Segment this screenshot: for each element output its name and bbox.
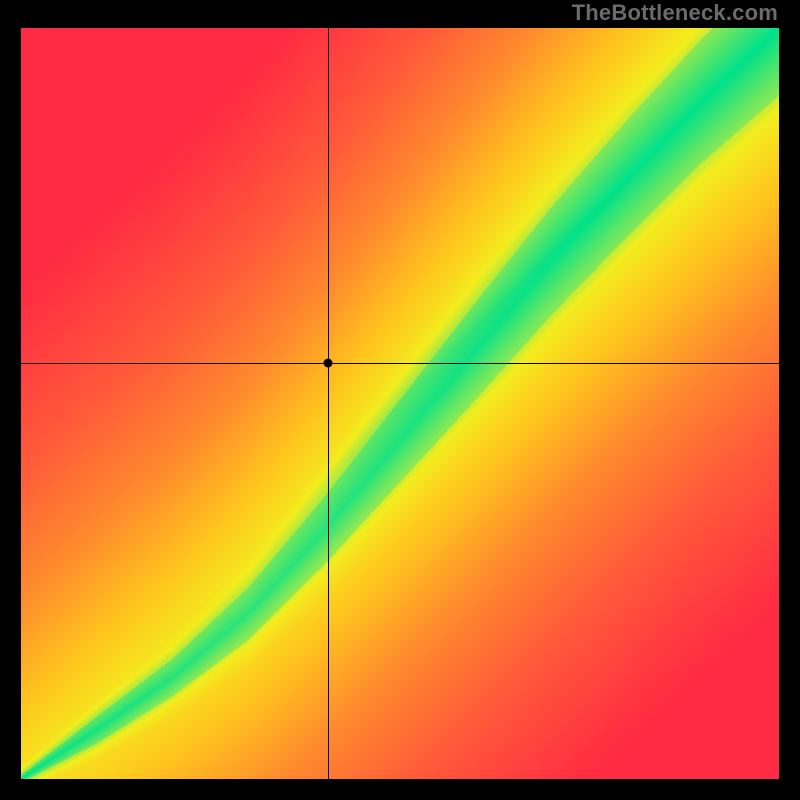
heatmap-canvas [21,28,779,779]
bottleneck-chart: TheBottleneck.com [0,0,800,800]
watermark-text: TheBottleneck.com [572,0,778,26]
crosshair-vertical [328,28,329,779]
crosshair-marker [323,359,332,368]
plot-area [21,28,779,779]
crosshair-horizontal [21,363,779,364]
